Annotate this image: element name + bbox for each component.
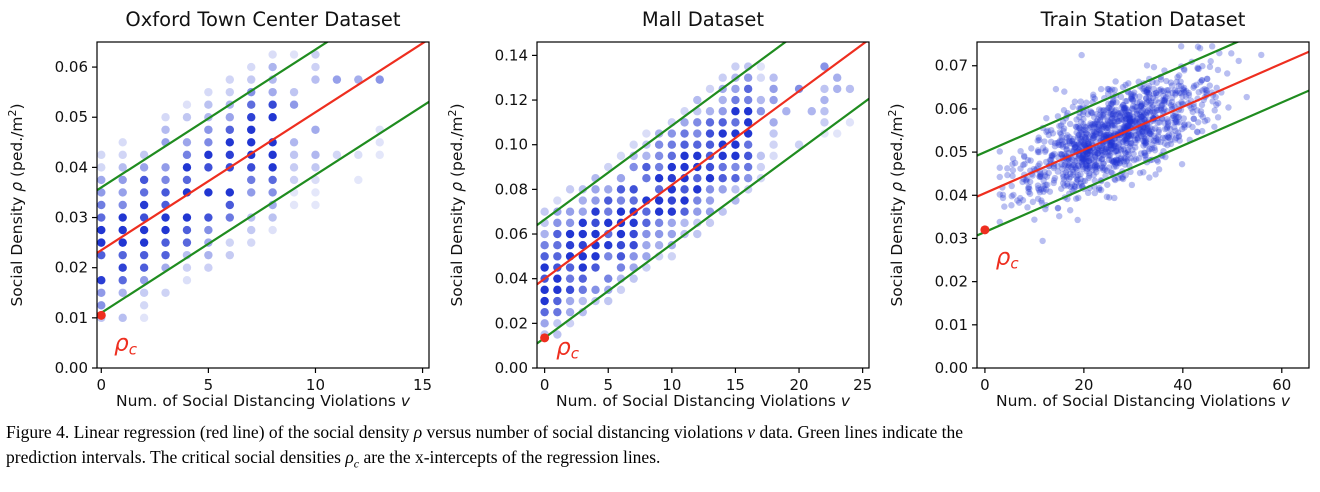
x-tick-label: 20 bbox=[789, 376, 808, 394]
plot-area bbox=[537, 42, 869, 345]
axes-box bbox=[976, 41, 1310, 369]
regression-line bbox=[977, 50, 1309, 198]
y-tick-label: 0.00 bbox=[935, 359, 968, 377]
y-tick-label: 0.01 bbox=[935, 316, 968, 334]
y-tick-label: 0.04 bbox=[55, 158, 88, 176]
y-tick-label: 0.06 bbox=[935, 100, 968, 118]
x-tick-label: 5 bbox=[204, 376, 214, 394]
y-tick-label: 0.06 bbox=[55, 58, 88, 76]
x-tick-label: 40 bbox=[1173, 376, 1192, 394]
y-tick-label: 0.00 bbox=[55, 359, 88, 377]
x-tick-label: 15 bbox=[726, 376, 745, 394]
regression-line bbox=[537, 42, 868, 286]
y-tick-label: 0.14 bbox=[495, 46, 528, 64]
scatter-points bbox=[996, 43, 1265, 245]
y-tick-label: 0.03 bbox=[55, 209, 88, 227]
chart-svg: ρc 0 20 40 60 0.00 0.01 0.02 0.03 0.04 0.05 0.06 0.0… bbox=[886, 8, 1310, 410]
caption-line: prediction intervals. The critical socia… bbox=[6, 447, 661, 471]
x-tick-label: 0 bbox=[540, 376, 550, 394]
x-tick-label: 20 bbox=[1074, 376, 1093, 394]
y-tick-label: 0.10 bbox=[495, 136, 528, 154]
y-tick-label: 0.04 bbox=[935, 186, 968, 204]
plot-area bbox=[97, 42, 429, 323]
prediction-interval-upper bbox=[977, 42, 1241, 157]
y-tick-label: 0.08 bbox=[495, 180, 528, 198]
x-axis-label: Num. of Social Distancing Violations v bbox=[556, 392, 851, 410]
critical-density-point bbox=[540, 333, 550, 343]
chart-svg: ρc 0 5 10 15 0.00 0.01 0.02 0.03 0.04 0.05 0.06 Oxfo… bbox=[6, 8, 432, 410]
x-tick-label: 0 bbox=[97, 376, 107, 394]
critical-density-point bbox=[97, 310, 106, 320]
y-tick-label: 0.00 bbox=[495, 359, 528, 377]
scatter-points bbox=[97, 50, 384, 323]
y-tick-label: 0.02 bbox=[495, 314, 528, 332]
chart-svg: ρc 0 5 10 15 20 25 0.00 0.02 0.04 0.06 0.08 0.10 0.12… bbox=[446, 8, 872, 410]
x-tick-label: 0 bbox=[980, 376, 990, 394]
x-tick-label: 25 bbox=[853, 376, 872, 394]
y-tick-label: 0.01 bbox=[55, 309, 88, 327]
scatter-points bbox=[540, 62, 855, 339]
chart-train-station: ρc 0 20 40 60 0.00 0.01 0.02 0.03 0.04 0.05 0.06 0.0… bbox=[880, 0, 1320, 412]
y-axis-label: Social Density ρ (ped./m2) bbox=[6, 103, 26, 306]
x-axis-label: Num. of Social Distancing Violations v bbox=[996, 392, 1291, 410]
y-axis-label: Social Density ρ (ped./m2) bbox=[886, 103, 906, 306]
plot-area bbox=[977, 42, 1309, 245]
y-tick-label: 0.06 bbox=[495, 225, 528, 243]
chart-oxford-town-center: ρc 0 5 10 15 0.00 0.01 0.02 0.03 0.04 0.05 0.06 Oxfo… bbox=[0, 0, 440, 412]
critical-density-label: ρc bbox=[114, 330, 138, 358]
axes-box bbox=[96, 41, 430, 369]
x-tick-label: 15 bbox=[413, 376, 432, 394]
x-tick-label: 5 bbox=[603, 376, 613, 394]
y-tick-label: 0.12 bbox=[495, 91, 528, 109]
prediction-interval-lower bbox=[97, 100, 429, 317]
y-tick-label: 0.05 bbox=[935, 143, 968, 161]
prediction-interval-lower bbox=[537, 97, 869, 345]
x-tick-label: 10 bbox=[662, 376, 681, 394]
critical-density-label: ρc bbox=[996, 244, 1020, 272]
x-tick-label: 60 bbox=[1272, 376, 1291, 394]
y-tick-label: 0.02 bbox=[55, 259, 88, 277]
chart-title: Train Station Dataset bbox=[1040, 8, 1246, 31]
regression-line bbox=[97, 42, 427, 254]
prediction-interval-upper bbox=[97, 42, 330, 192]
chart-title: Mall Dataset bbox=[642, 8, 765, 31]
y-tick-label: 0.07 bbox=[935, 57, 968, 75]
caption-line: Figure 4. Linear regression (red line) o… bbox=[6, 422, 964, 442]
chart-mall: ρc 0 5 10 15 20 25 0.00 0.02 0.04 0.06 0.08 0.10 0.12… bbox=[440, 0, 880, 412]
prediction-interval-upper bbox=[537, 42, 788, 227]
axes-box bbox=[536, 41, 870, 369]
figure-4: ρc 0 5 10 15 0.00 0.01 0.02 0.03 0.04 0.05 0.06 Oxfo… bbox=[0, 0, 1320, 473]
figure-caption: Figure 4. Linear regression (red line) o… bbox=[0, 412, 1320, 473]
charts-row: ρc 0 5 10 15 0.00 0.01 0.02 0.03 0.04 0.05 0.06 Oxfo… bbox=[0, 0, 1320, 412]
y-tick-label: 0.05 bbox=[55, 108, 88, 126]
x-axis-label: Num. of Social Distancing Violations v bbox=[116, 392, 411, 410]
prediction-interval-lower bbox=[977, 89, 1309, 237]
critical-density-point bbox=[980, 225, 990, 235]
y-tick-label: 0.03 bbox=[935, 229, 968, 247]
y-tick-label: 0.02 bbox=[935, 273, 968, 291]
y-axis-label: Social Density ρ (ped./m2) bbox=[446, 103, 466, 306]
y-tick-label: 0.04 bbox=[495, 270, 528, 288]
x-tick-label: 10 bbox=[306, 376, 325, 394]
chart-title: Oxford Town Center Dataset bbox=[125, 8, 401, 31]
critical-density-label: ρc bbox=[556, 335, 580, 363]
